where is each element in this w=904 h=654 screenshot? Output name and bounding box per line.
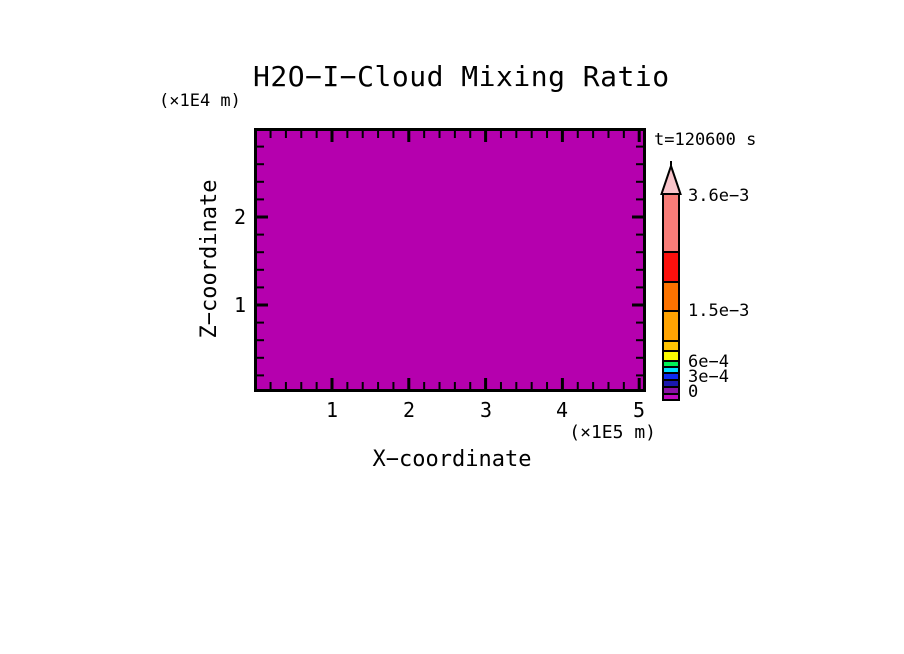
y-axis-title: Z−coordinate <box>197 179 222 339</box>
chart-title: H2O−I−Cloud Mixing Ratio <box>253 60 670 93</box>
colorbar-segment <box>664 310 678 340</box>
colorbar-segment <box>664 350 678 360</box>
plot-area <box>254 128 646 392</box>
colorbar-tick-label-max: 3.6e−3 <box>688 186 750 206</box>
y-tick-label-2: 2 <box>233 205 246 229</box>
y-tick-label-1: 1 <box>233 293 246 317</box>
colorbar-segment <box>664 360 678 366</box>
axis-ticks <box>255 129 645 391</box>
time-annotation: t=120600 s <box>654 130 757 150</box>
colorbar-segment <box>664 281 678 310</box>
colorbar-segment <box>664 372 678 379</box>
colorbar-segment <box>664 366 678 372</box>
x-tick-label-4: 4 <box>555 398 569 422</box>
colorbar-segment <box>664 195 678 251</box>
x-tick-label-5: 5 <box>632 398 646 422</box>
x-axis-unit-label: (×1E5 m) <box>569 422 656 443</box>
colorbar-segment <box>664 251 678 281</box>
colorbar-tick-label-mid: 1.5e−3 <box>688 301 750 321</box>
colorbar <box>662 193 680 401</box>
x-tick-label-2: 2 <box>402 398 416 422</box>
x-tick-label-1: 1 <box>325 398 339 422</box>
colorbar-segment <box>664 386 678 393</box>
colorbar-segment <box>664 393 678 399</box>
colorbar-tick-label-3e-4: 3e−4 <box>688 367 729 387</box>
x-axis-title: X−coordinate <box>372 447 532 472</box>
colorbar-tick-label-zero: 0 <box>688 382 699 402</box>
colorbar-segment <box>664 379 678 386</box>
y-axis-unit-label: (×1E4 m) <box>159 91 241 111</box>
colorbar-tick-label-6e-4: 6e−4 <box>688 352 729 372</box>
colorbar-overflow-arrow <box>660 161 682 195</box>
colorbar-segment <box>664 340 678 350</box>
x-tick-label-3: 3 <box>479 398 493 422</box>
